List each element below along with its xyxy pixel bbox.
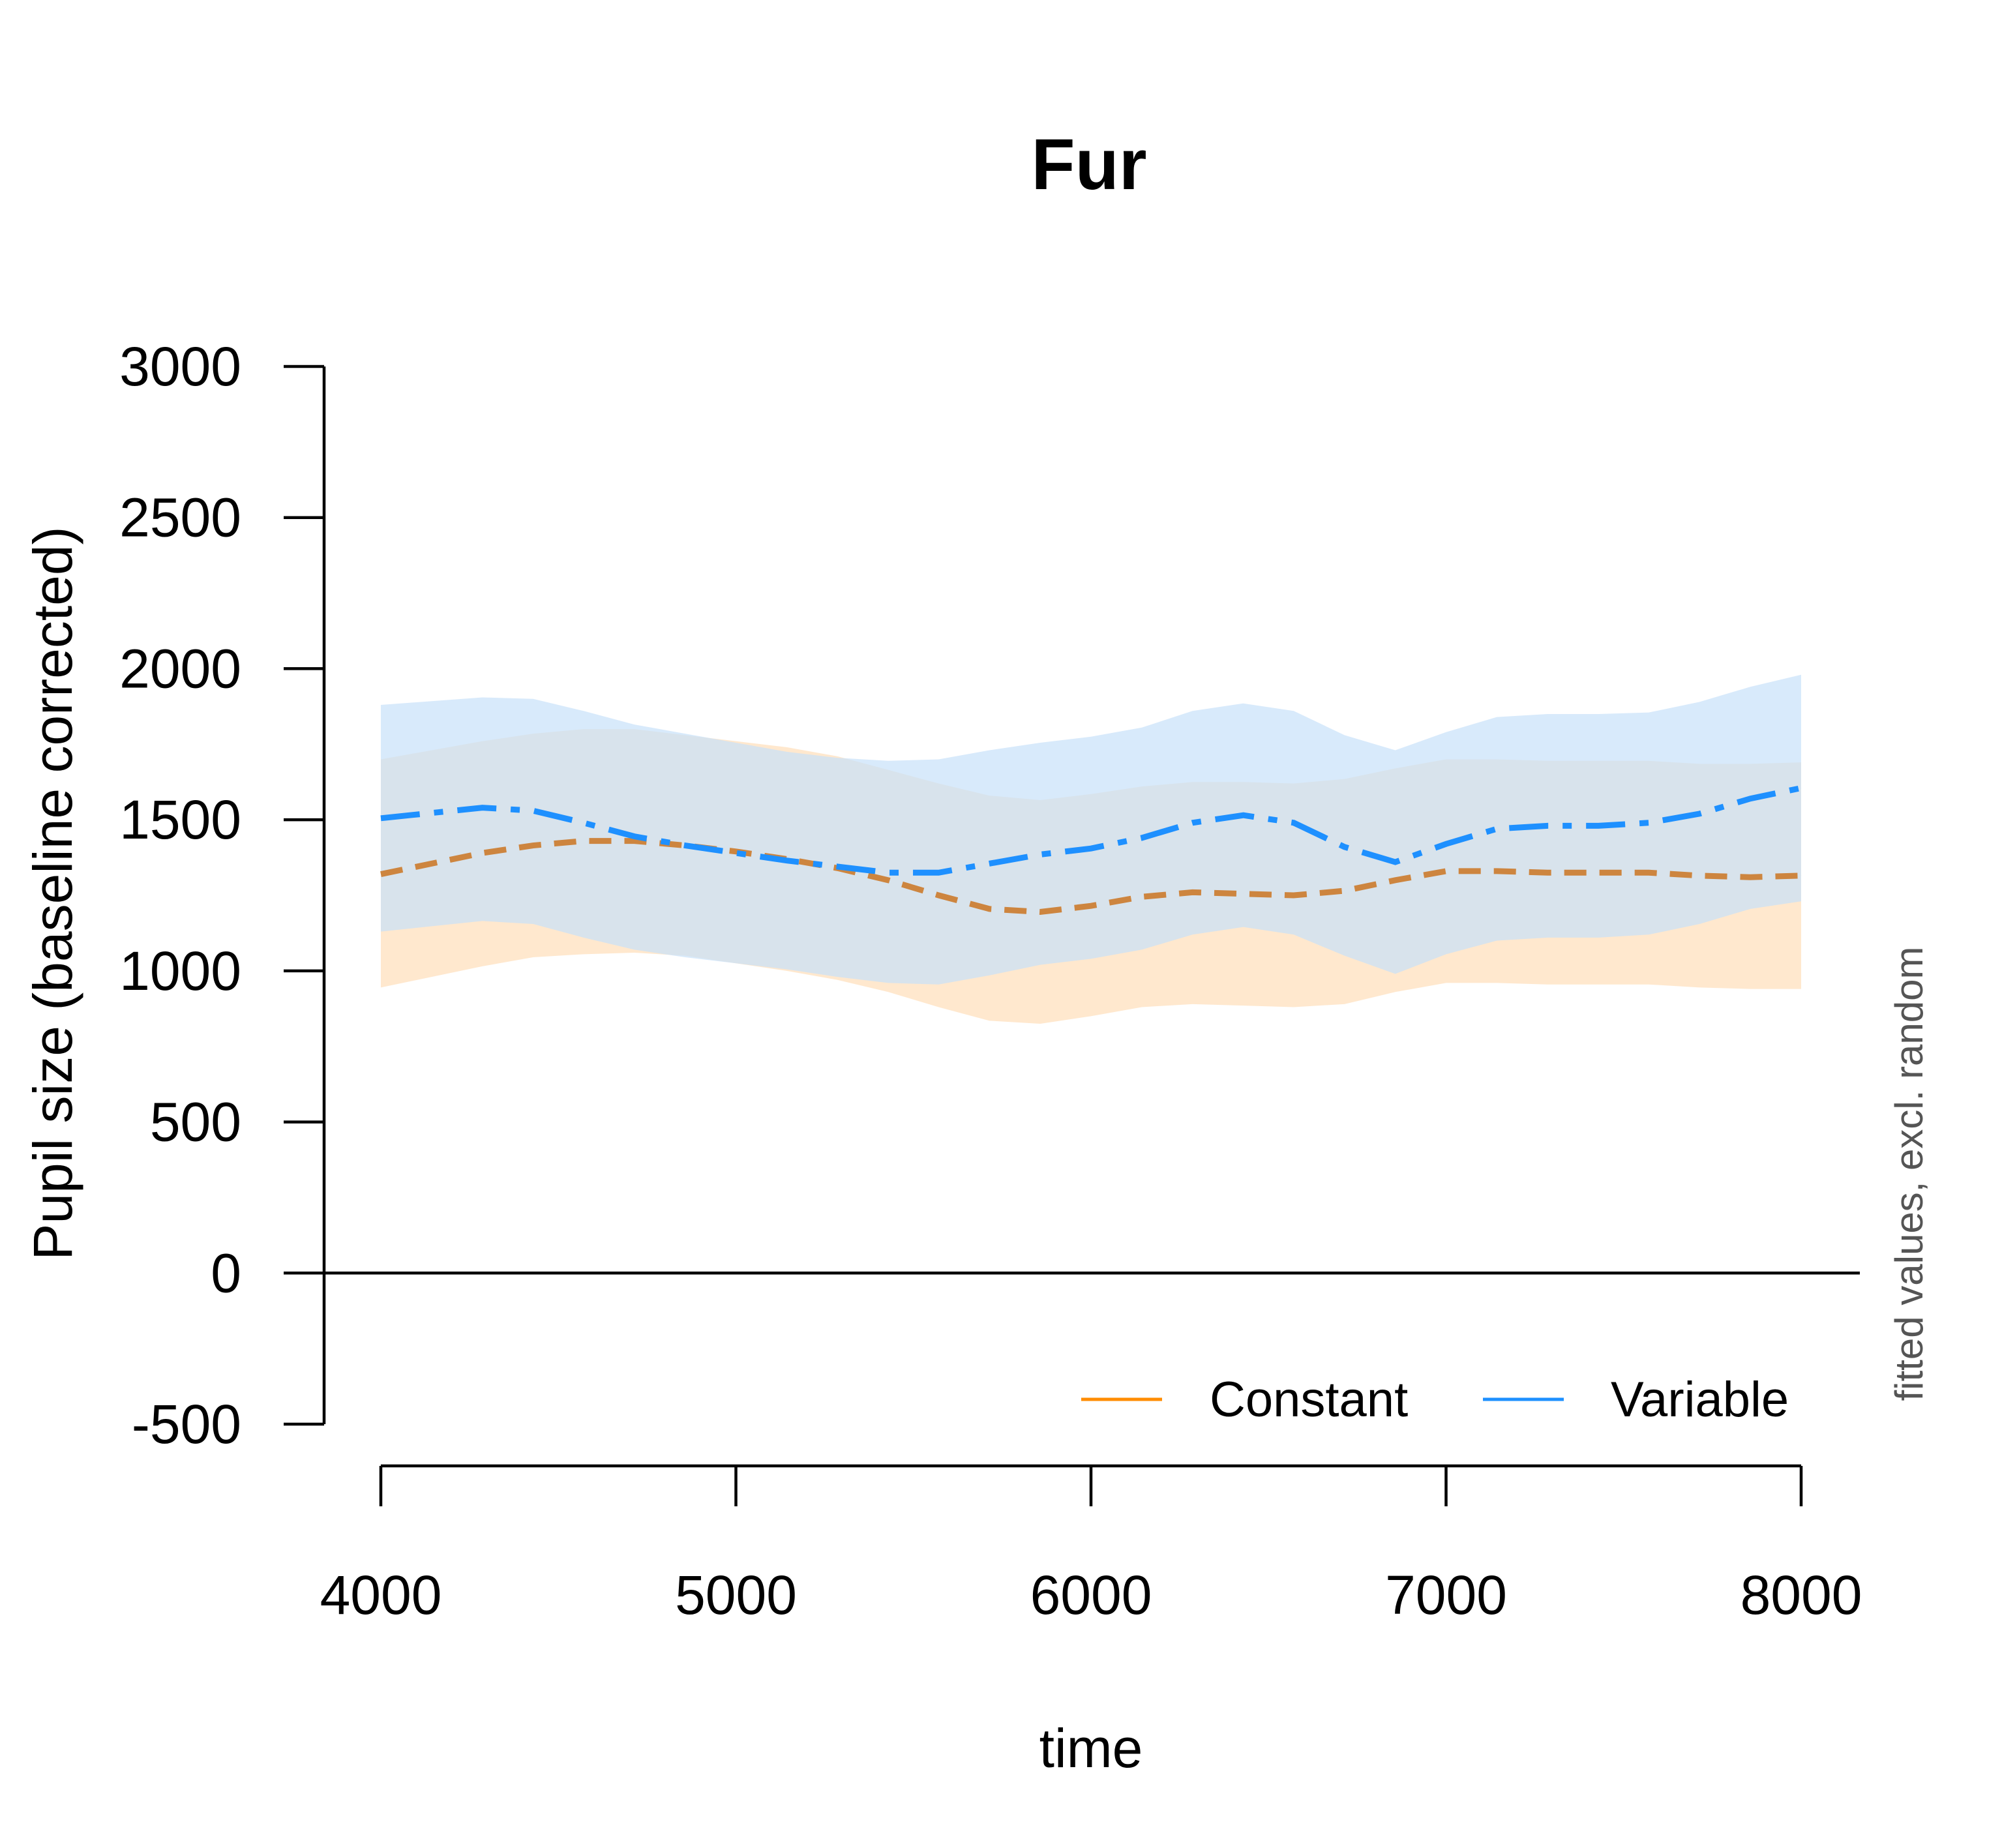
x-axis: 4000 5000 6000 7000 8000 <box>320 1464 1862 1626</box>
x-tick-label: 6000 <box>1030 1564 1152 1626</box>
legend-label-variable: Variable <box>1611 1372 1789 1427</box>
series-lines <box>380 785 1802 916</box>
y-tick-label: 1500 <box>119 789 241 850</box>
x-tick-label: 4000 <box>320 1564 442 1626</box>
band-variable <box>381 674 1801 985</box>
x-axis-label: time <box>1039 1718 1143 1779</box>
x-tick-label: 5000 <box>675 1564 797 1626</box>
chart-title: Fur <box>1031 125 1146 205</box>
y-tick-label: 2500 <box>119 487 241 548</box>
series-line-constant <box>380 838 1802 916</box>
confidence-bands <box>381 674 1801 1024</box>
y-tick-label: 3000 <box>119 336 241 397</box>
y-tick-label: 0 <box>211 1242 241 1304</box>
y-tick-label: -500 <box>132 1393 241 1455</box>
x-tick-label: 8000 <box>1741 1564 1862 1626</box>
y-tick-label: 1000 <box>119 940 241 1002</box>
y-tick-label: 500 <box>150 1092 241 1153</box>
side-note-label: fitted values, excl. random <box>1887 946 1931 1401</box>
legend-label-constant: Constant <box>1210 1372 1408 1427</box>
y-axis: -500 0 500 1000 1500 2000 2500 3000 <box>119 336 326 1455</box>
y-tick-label: 2000 <box>119 638 241 699</box>
x-tick-label: 7000 <box>1385 1564 1507 1626</box>
legend: Constant Variable <box>1081 1372 1789 1427</box>
y-axis-label: Pupil size (baseline corrected) <box>22 526 83 1260</box>
